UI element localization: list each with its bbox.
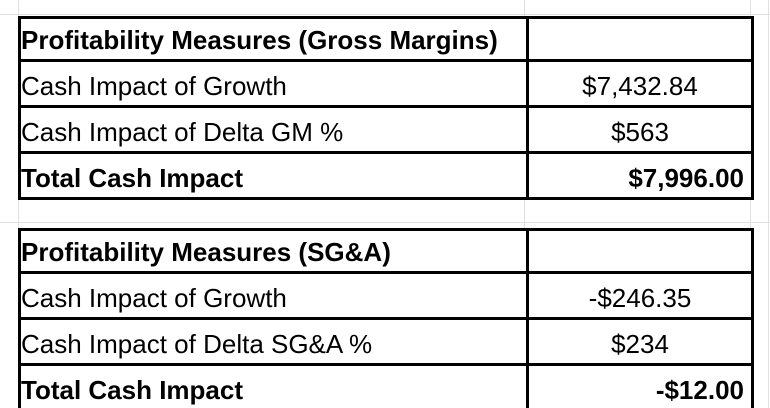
value-cell[interactable]: $234 <box>526 317 754 366</box>
value-cell[interactable]: -$12.00 <box>526 363 754 408</box>
table-row: Cash Impact of Growth $7,432.84 <box>18 59 754 108</box>
value-cell[interactable]: $7,996.00 <box>526 151 754 200</box>
label-cell[interactable]: Total Cash Impact <box>18 151 529 200</box>
table-row: Cash Impact of Delta SG&A % $234 <box>18 317 754 366</box>
value-cell[interactable]: -$246.35 <box>526 271 754 320</box>
label-cell[interactable]: Cash Impact of Delta SG&A % <box>18 317 529 366</box>
table-row: Cash Impact of Delta GM % $563 <box>18 105 754 154</box>
table-title-cell[interactable]: Profitability Measures (SG&A) <box>18 228 529 274</box>
gridline-vertical <box>750 0 751 408</box>
table-row: Cash Impact of Growth -$246.35 <box>18 271 754 320</box>
label-cell[interactable]: Total Cash Impact <box>18 363 529 408</box>
table-header-row: Profitability Measures (SG&A) <box>18 228 754 274</box>
label-cell[interactable]: Cash Impact of Growth <box>18 59 529 108</box>
empty-cell[interactable] <box>526 228 754 274</box>
value-cell[interactable]: $7,432.84 <box>526 59 754 108</box>
gridline-horizontal <box>0 14 770 15</box>
label-cell[interactable]: Cash Impact of Delta GM % <box>18 105 529 154</box>
gridline-vertical <box>18 0 19 408</box>
gridline-vertical <box>524 0 525 408</box>
table-total-row: Total Cash Impact -$12.00 <box>18 363 754 408</box>
table-total-row: Total Cash Impact $7,996.00 <box>18 151 754 200</box>
table-header-row: Profitability Measures (Gross Margins) <box>18 16 754 62</box>
empty-cell[interactable] <box>526 16 754 62</box>
label-cell[interactable]: Cash Impact of Growth <box>18 271 529 320</box>
table-sga: Profitability Measures (SG&A) Cash Impac… <box>18 228 754 408</box>
gridline-horizontal <box>0 222 770 223</box>
value-cell[interactable]: $563 <box>526 105 754 154</box>
table-title-cell[interactable]: Profitability Measures (Gross Margins) <box>18 16 529 62</box>
table-gross-margins: Profitability Measures (Gross Margins) C… <box>18 16 754 200</box>
gridline-vertical <box>768 0 769 408</box>
